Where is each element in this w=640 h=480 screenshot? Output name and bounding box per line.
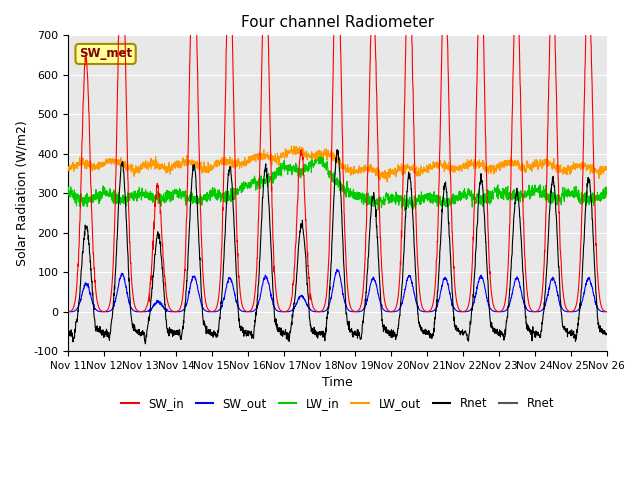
Title: Four channel Radiometer: Four channel Radiometer [241,15,434,30]
X-axis label: Time: Time [322,376,353,389]
Text: SW_met: SW_met [79,48,132,60]
Y-axis label: Solar Radiation (W/m2): Solar Radiation (W/m2) [15,120,28,266]
Legend: SW_in, SW_out, LW_in, LW_out, Rnet, Rnet: SW_in, SW_out, LW_in, LW_out, Rnet, Rnet [116,392,559,415]
